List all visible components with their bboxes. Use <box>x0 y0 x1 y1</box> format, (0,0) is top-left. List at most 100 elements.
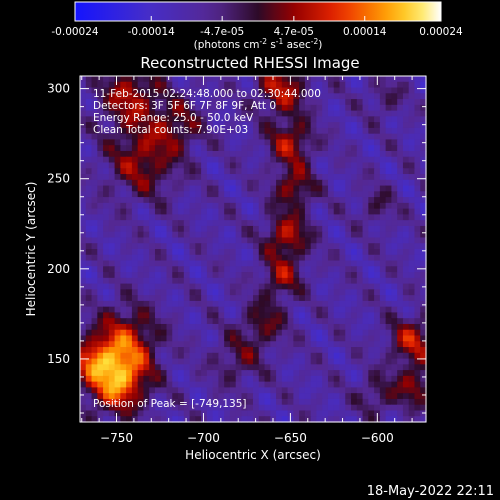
heatmap-cell <box>149 214 156 221</box>
heatmap-cell <box>397 300 404 308</box>
heatmap-cell <box>402 323 410 331</box>
heatmap-cell <box>137 266 145 273</box>
heatmap-cell <box>356 289 364 296</box>
heatmap-cell <box>91 266 98 273</box>
colorbar-tick-label: 4.7e-05 <box>274 26 314 38</box>
heatmap-cell <box>385 156 392 164</box>
heatmap-cell <box>339 398 346 406</box>
heatmap-cell <box>397 87 404 94</box>
heatmap-cell <box>114 306 121 314</box>
heatmap-cell <box>420 104 427 112</box>
heatmap-cell <box>385 277 392 285</box>
heatmap-cell <box>108 225 116 233</box>
heatmap-cell <box>97 335 104 342</box>
heatmap-cell <box>310 416 318 423</box>
heatmap-cell <box>224 220 231 227</box>
heatmap-cell <box>327 93 335 100</box>
heatmap-cell <box>333 254 341 262</box>
heatmap-cell <box>218 116 225 123</box>
heatmap-cell <box>91 398 98 406</box>
heatmap-cell <box>206 179 214 187</box>
heatmap-cell <box>316 139 323 146</box>
heatmap-cell <box>97 99 104 106</box>
heatmap-cell <box>160 110 168 117</box>
annotation-energy-range: Energy Range: 25.0 - 50.0 keV <box>93 112 254 124</box>
heatmap-cell <box>241 323 248 331</box>
heatmap-cell <box>195 150 202 158</box>
heatmap-cell <box>351 110 358 117</box>
heatmap-cell <box>131 329 139 337</box>
heatmap-cell <box>160 150 168 158</box>
heatmap-cell <box>362 237 369 244</box>
heatmap-cell <box>264 277 271 285</box>
heatmap-cell <box>212 220 219 227</box>
heatmap-cell <box>131 312 139 319</box>
heatmap-cell <box>253 300 260 308</box>
heatmap-cell <box>131 197 139 204</box>
heatmap-cell <box>414 249 421 256</box>
heatmap-cell <box>241 214 248 221</box>
heatmap-cell <box>241 289 248 296</box>
heatmap-cell <box>304 347 312 354</box>
heatmap-cell <box>397 272 404 279</box>
heatmap-cell <box>327 306 335 314</box>
heatmap-cell <box>229 300 237 308</box>
heatmap-cell <box>351 243 358 250</box>
heatmap-cell <box>276 375 283 383</box>
heatmap-cell <box>160 179 168 187</box>
heatmap-cell <box>218 295 225 302</box>
heatmap-cell <box>80 197 87 204</box>
heatmap-cell <box>397 347 404 354</box>
heatmap-cell <box>114 335 121 342</box>
heatmap-cell <box>385 254 392 262</box>
heatmap-cell <box>114 93 121 100</box>
heatmap-cell <box>178 387 185 394</box>
heatmap-cell <box>253 398 260 406</box>
heatmap-cell <box>362 410 369 417</box>
heatmap-cell <box>108 300 116 308</box>
heatmap-cell <box>333 179 341 187</box>
heatmap-cell <box>322 185 329 192</box>
heatmap-cell <box>218 381 225 388</box>
heatmap-cell <box>420 404 427 412</box>
heatmap-cell <box>264 93 271 100</box>
heatmap-cell <box>229 122 237 129</box>
heatmap-cell <box>385 387 392 394</box>
heatmap-cell <box>108 237 116 244</box>
heatmap-cell <box>299 249 306 256</box>
heatmap-cell <box>247 318 254 325</box>
heatmap-cell <box>137 145 145 152</box>
plot-frame <box>79 75 427 423</box>
heatmap-cell <box>414 410 421 417</box>
heatmap-cell <box>264 81 271 89</box>
heatmap-cell <box>183 295 191 302</box>
heatmap-cell <box>356 202 364 210</box>
heatmap-cell <box>408 122 416 129</box>
heatmap-cell <box>178 104 185 112</box>
heatmap-cell <box>218 99 225 106</box>
heatmap-cell <box>235 174 243 181</box>
heatmap-cell <box>374 295 381 302</box>
heatmap-cell <box>374 214 381 221</box>
heatmap-cell <box>126 104 133 112</box>
heatmap-cell <box>299 375 306 383</box>
heatmap-cell <box>229 404 237 412</box>
heatmap-cell <box>402 162 410 169</box>
heatmap-cell <box>85 168 93 175</box>
heatmap-cell <box>327 335 335 342</box>
heatmap-cell <box>402 277 410 285</box>
heatmap-cell <box>97 162 104 169</box>
heatmap-cell <box>310 329 318 337</box>
heatmap-cell <box>281 156 289 164</box>
heatmap-cell <box>253 191 260 198</box>
heatmap-cell <box>293 364 300 371</box>
heatmap-cell <box>229 266 237 273</box>
heatmap-cell <box>224 237 231 244</box>
heatmap-cell <box>201 341 208 348</box>
heatmap-cell <box>310 110 318 117</box>
heatmap-cell <box>108 277 116 285</box>
heatmap-cell <box>114 122 121 129</box>
heatmap-cell <box>241 174 248 181</box>
heatmap-cell <box>149 93 156 100</box>
heatmap-cell <box>408 375 416 383</box>
